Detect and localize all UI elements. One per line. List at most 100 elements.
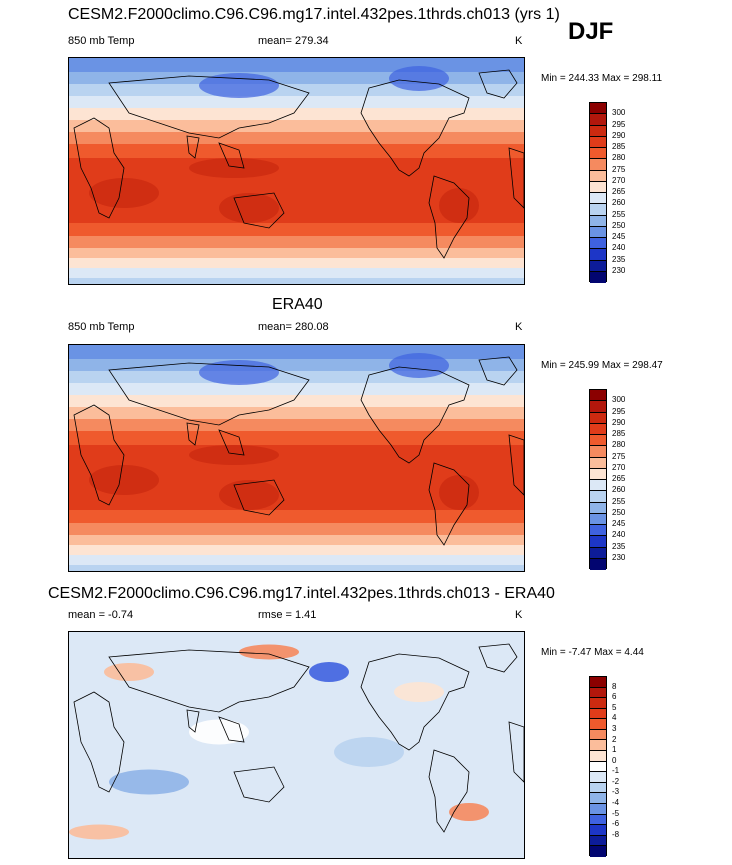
temperature-band (69, 258, 524, 268)
temperature-band (69, 278, 524, 284)
colorbar-swatch (590, 435, 606, 447)
colorbar-tick-label: -3 (612, 787, 620, 797)
colorbar-tick-label: 295 (612, 119, 626, 129)
coastline (360, 79, 470, 177)
colorbar-tick-label: 245 (612, 232, 626, 241)
colorbar-swatch (590, 390, 606, 402)
colorbar-tick-label: 300 (612, 395, 626, 405)
temperature-band (69, 407, 524, 419)
colorbar-swatch (590, 846, 606, 857)
colorbar-tick-label: 265 (612, 474, 626, 483)
coastline (478, 643, 518, 673)
colorbar-swatch (590, 468, 606, 480)
colorbar-swatch (590, 547, 606, 559)
colorbar-tick-label: 250 (612, 220, 626, 230)
colorbar-tick-label: -4 (612, 798, 620, 808)
panel2-units: K (515, 321, 523, 333)
colorbar-swatch (590, 536, 606, 548)
map-svg (69, 58, 524, 284)
coastline (218, 716, 245, 743)
colorbar-tick-label: 295 (612, 406, 626, 416)
coastline (428, 462, 470, 546)
panel1-colorbar (589, 102, 607, 283)
colorbar-tick-label: 275 (612, 451, 626, 461)
coastline (73, 691, 125, 793)
coastline (508, 434, 524, 496)
temperature-band (69, 108, 524, 120)
cold-region (389, 66, 449, 91)
colorbar-swatch (590, 835, 606, 847)
coastline (360, 366, 470, 464)
colorbar-swatch (590, 423, 606, 435)
colorbar-swatch (590, 226, 606, 238)
panel3-mean: mean = -0.74 (68, 609, 134, 621)
colorbar-tick-label: 2 (612, 734, 617, 744)
colorbar-swatch (590, 729, 606, 741)
colorbar-swatch (590, 271, 606, 283)
warm-region (219, 193, 279, 223)
colorbar-tick-label: 270 (612, 462, 626, 472)
temperature-band (69, 395, 524, 407)
colorbar-tick-label: 230 (612, 552, 626, 562)
colorbar-tick-label: 285 (612, 429, 626, 438)
panel1-units: K (515, 35, 523, 47)
colorbar-swatch (590, 698, 606, 709)
colorbar-swatch (590, 238, 606, 250)
warm-region (219, 480, 279, 510)
panel1-variable: 850 mb Temp (68, 35, 135, 47)
colorbar-tick-label: 260 (612, 485, 626, 495)
colorbar-tick-label: -8 (612, 829, 620, 839)
colorbar-swatch (590, 103, 606, 115)
temperature-band (69, 523, 524, 535)
colorbar-swatch (590, 215, 606, 227)
temperature-band (69, 555, 524, 565)
colorbar-swatch (590, 181, 606, 193)
panel1-map (68, 57, 525, 285)
colorbar-swatch (590, 708, 606, 720)
temperature-band (69, 96, 524, 108)
colorbar-swatch (590, 260, 606, 272)
colorbar-tick-label: -2 (612, 776, 620, 786)
coastline (108, 362, 310, 426)
panel2-mean: mean= 280.08 (258, 321, 329, 333)
colorbar-tick-label: 240 (612, 530, 626, 540)
colorbar-swatch (590, 814, 606, 826)
coastline (428, 175, 470, 259)
colorbar-swatch (590, 772, 606, 783)
panel2-map (68, 344, 525, 572)
panel3-minmax: Min = -7.47 Max = 4.44 (541, 647, 644, 658)
panel1-title: CESM2.F2000climo.C96.C96.mg17.intel.432p… (68, 6, 560, 23)
difference-region (69, 824, 129, 840)
difference-region (309, 662, 349, 682)
warm-region (189, 445, 279, 465)
difference-region (189, 719, 249, 745)
temperature-band (69, 72, 524, 84)
colorbar-swatch (590, 793, 606, 804)
temperature-band (69, 236, 524, 248)
coastline (233, 479, 285, 516)
colorbar-swatch (590, 193, 606, 205)
colorbar-swatch (590, 751, 606, 762)
difference-region (239, 644, 299, 660)
colorbar-tick-label: 4 (612, 713, 617, 723)
temperature-band (69, 535, 524, 545)
colorbar-swatch (590, 677, 606, 688)
coastline (218, 429, 245, 456)
colorbar-tick-label: 265 (612, 187, 626, 196)
temperature-band (69, 383, 524, 395)
difference-region (394, 682, 444, 702)
temperature-band (69, 58, 524, 72)
cold-region (389, 353, 449, 378)
colorbar-swatch (590, 719, 606, 730)
map-svg (69, 632, 524, 858)
coastline (73, 117, 125, 219)
colorbar-swatch (590, 525, 606, 537)
warm-region (189, 158, 279, 178)
colorbar-swatch (590, 204, 606, 216)
colorbar-tick-label: 255 (612, 209, 626, 219)
colorbar-tick-label: 230 (612, 265, 626, 275)
colorbar-swatch (590, 513, 606, 525)
panel3-title: CESM2.F2000climo.C96.C96.mg17.intel.432p… (48, 585, 555, 602)
colorbar-tick-label: 6 (612, 692, 617, 702)
colorbar-swatch (590, 491, 606, 503)
